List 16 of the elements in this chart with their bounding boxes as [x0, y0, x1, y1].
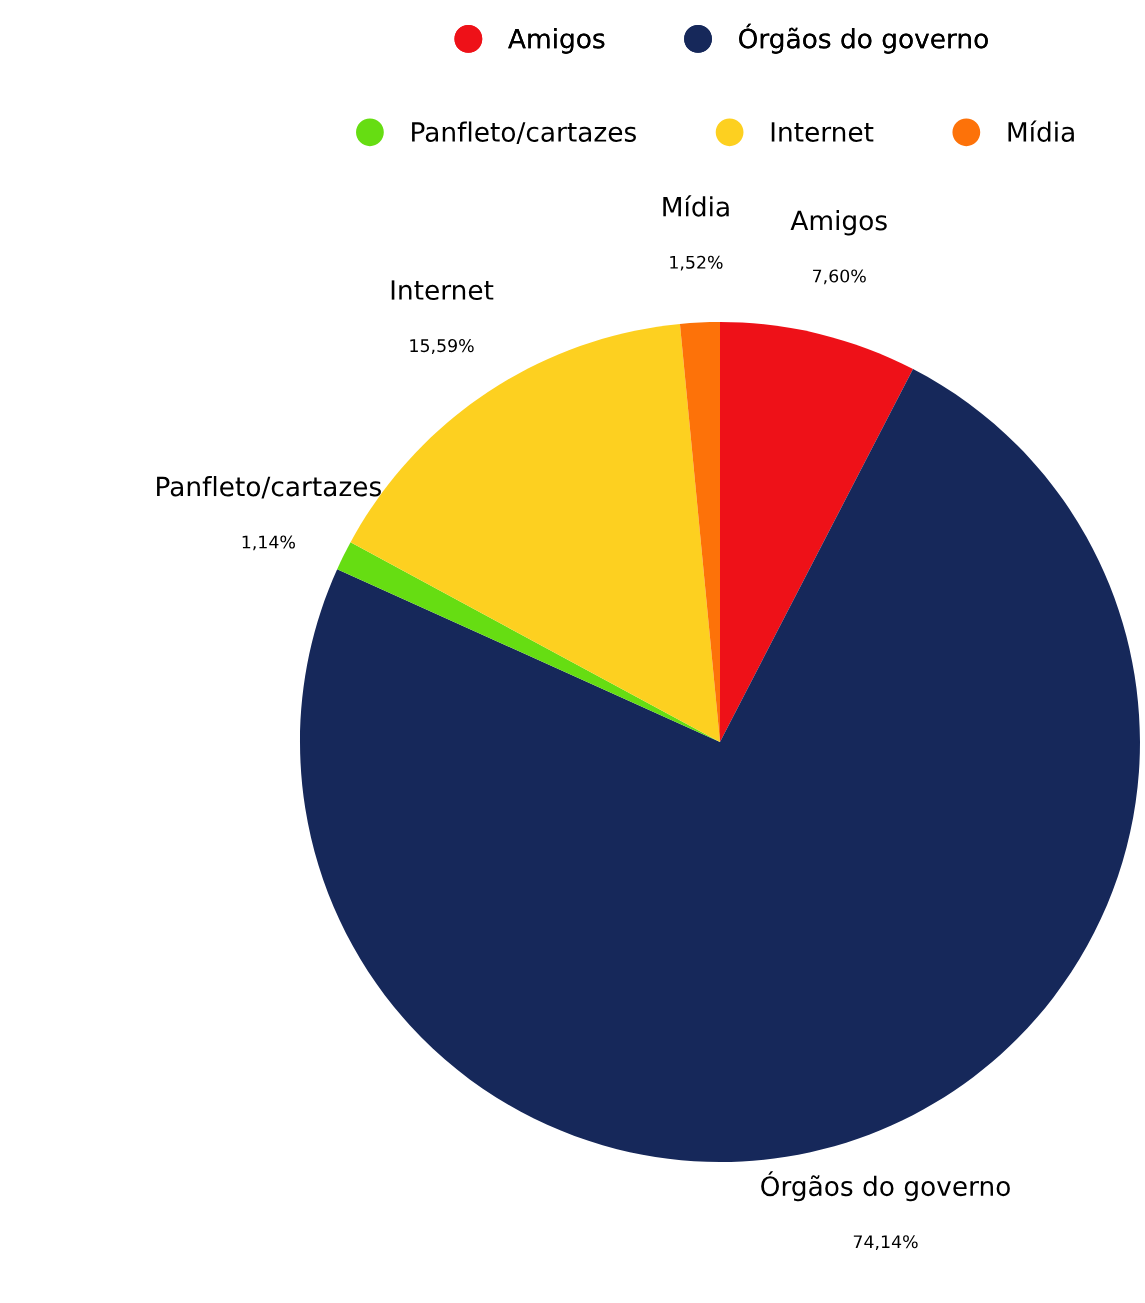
- data-label: 1,14%: [242, 535, 295, 551]
- slice-label: Panfleto/cartazes: [157, 475, 381, 499]
- slice-label: Órgãos do governo: [761, 1171, 1010, 1202]
- legend-label: Panfleto/cartazes: [412, 121, 636, 144]
- data-label: 7,60%: [813, 269, 866, 285]
- pie-slice: [720, 322, 914, 742]
- legend-label: Amigos: [508, 28, 605, 54]
- legend-label: Internet: [771, 122, 874, 142]
- data-label: 15,59%: [410, 339, 474, 354]
- slice-label: Internet: [391, 280, 494, 300]
- legend-label: Órgãos do governo: [739, 23, 988, 54]
- slice-label: Amigos: [790, 209, 887, 236]
- data-label: 1,52%: [670, 255, 723, 271]
- legend-label: Mídia: [1008, 120, 1074, 142]
- category-label: Mídia: [663, 195, 729, 217]
- data-label: 74,14%: [853, 1235, 918, 1251]
